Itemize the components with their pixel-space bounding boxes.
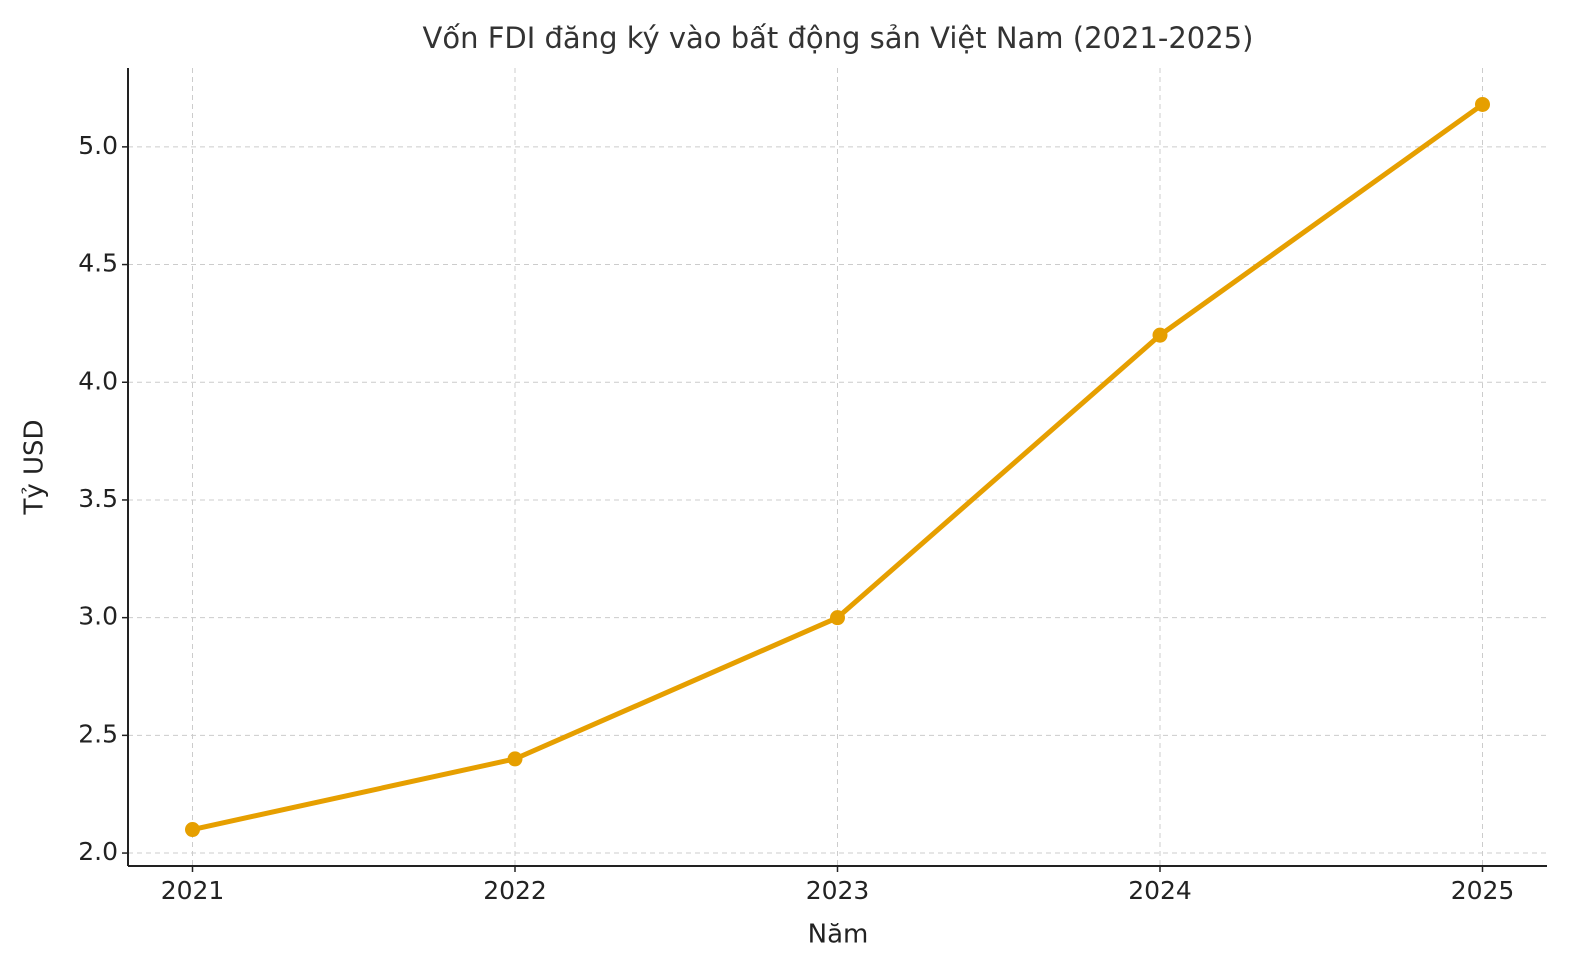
y-axis-label: Tỷ USD bbox=[20, 419, 50, 515]
point bbox=[830, 610, 845, 626]
x-tick-label: 2021 bbox=[161, 876, 225, 905]
y-tick-label: 2.0 bbox=[78, 837, 118, 866]
x-tick-label: 2025 bbox=[1451, 876, 1515, 905]
point bbox=[185, 822, 200, 838]
x-tick-label: 2024 bbox=[1128, 876, 1192, 905]
point bbox=[1152, 327, 1168, 343]
x-tick-label: 2023 bbox=[806, 876, 870, 905]
point bbox=[507, 751, 523, 767]
x-tick-label: 2022 bbox=[483, 876, 547, 905]
point bbox=[1475, 96, 1490, 112]
x-axis-label: Năm bbox=[808, 920, 869, 950]
y-tick-label: 4.0 bbox=[78, 366, 118, 395]
y-tick-label: 3.0 bbox=[78, 602, 118, 631]
chart-title: Vốn FDI đăng ký vào bất động sản Việt Na… bbox=[423, 21, 1254, 55]
y-tick-label: 4.5 bbox=[78, 249, 118, 278]
y-tick-label: 2.5 bbox=[78, 719, 118, 748]
y-tick-label: 5.0 bbox=[78, 131, 118, 160]
y-tick-label: 3.5 bbox=[78, 484, 118, 513]
